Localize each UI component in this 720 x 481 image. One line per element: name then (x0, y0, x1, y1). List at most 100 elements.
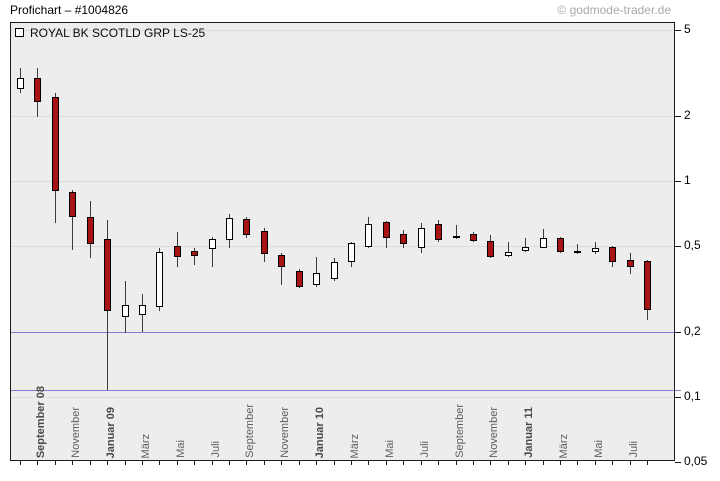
x-axis-tick-Jul-11 (630, 461, 631, 465)
x-axis-tick-Feb-09 (125, 461, 126, 465)
x-axis-label-Juli: Juli (419, 441, 431, 458)
x-axis-tick-Dez-08 (90, 461, 91, 465)
x-axis-tick-Aug-09 (229, 461, 230, 465)
candle-body-Mai-09 (174, 246, 181, 257)
candle-body-Jul-10 (418, 228, 425, 248)
x-axis-tick-Mär-10 (351, 461, 352, 465)
y-axis-label-1: 1 (684, 173, 691, 187)
x-axis-tick-Nov-10 (490, 461, 491, 465)
candle-body-Okt-09 (261, 231, 268, 254)
x-axis-label-Mai: Mai (593, 440, 605, 458)
x-axis-label-März: März (349, 433, 361, 458)
candle-wick-Sep-10 (456, 225, 457, 239)
y-axis-tick-2 (675, 116, 681, 117)
x-axis-label-März: März (140, 433, 152, 458)
x-axis-tick-Dez-09 (299, 461, 300, 465)
x-axis-tick-Feb-11 (543, 461, 544, 465)
y-axis-tick-1 (675, 181, 681, 182)
x-axis-tick-Apr-10 (368, 461, 369, 465)
x-axis-tick-Okt-09 (264, 461, 265, 465)
y-axis-label-5: 5 (684, 22, 691, 36)
x-axis-tick-Nov-08 (72, 461, 73, 465)
candle-wick-Jun-09 (194, 248, 195, 265)
candle-body-Mär-11 (557, 238, 564, 252)
candle-body-Apr-10 (365, 224, 372, 247)
gridline-0_5 (11, 246, 674, 247)
x-axis-tick-Okt-10 (473, 461, 474, 465)
x-axis-tick-Nov-09 (281, 461, 282, 465)
candle-body-Nov-08 (69, 192, 76, 217)
support-line-tick-2 (675, 390, 681, 391)
candle-body-Aug-10 (435, 224, 442, 240)
candle-body-Mai-11 (592, 248, 599, 252)
candle-body-Aug-08 (17, 78, 24, 89)
candle-body-Okt-08 (52, 97, 59, 191)
x-axis-tick-Apr-11 (577, 461, 578, 465)
y-axis-tick-0_2 (675, 332, 681, 333)
candle-wick-Nov-08 (72, 190, 73, 250)
candle-body-Aug-11 (644, 261, 651, 310)
candle-body-Jan-11 (522, 247, 529, 251)
candle-body-Aug-09 (226, 218, 233, 240)
candle-body-Jun-10 (400, 234, 407, 244)
x-axis-tick-Aug-11 (647, 461, 648, 465)
gridline-0_1 (11, 397, 674, 398)
x-axis-tick-Jun-10 (403, 461, 404, 465)
x-axis-tick-Dez-10 (508, 461, 509, 465)
series-checkbox[interactable] (15, 28, 24, 37)
candle-body-Nov-09 (278, 255, 285, 267)
x-axis-label-Januar-10: Januar 10 (314, 406, 326, 458)
x-axis-tick-Feb-10 (334, 461, 335, 465)
gridline-5 (11, 30, 674, 31)
x-axis-tick-Sep-09 (246, 461, 247, 465)
candle-body-Dez-08 (87, 217, 94, 244)
x-axis-tick-Jun-11 (612, 461, 613, 465)
x-axis-tick-Mär-09 (142, 461, 143, 465)
candle-body-Jan-10 (313, 273, 320, 285)
candle-body-Jul-09 (209, 239, 216, 249)
x-axis-tick-Aug-08 (20, 461, 21, 465)
candle-wick-Jan-11 (525, 238, 526, 252)
y-axis-tick-0_05 (675, 462, 681, 463)
candle-body-Mär-09 (139, 305, 146, 315)
x-axis-label-Januar-11: Januar 11 (523, 407, 535, 458)
x-axis-tick-Jul-10 (421, 461, 422, 465)
watermark: © godmode-trader.de (557, 3, 671, 17)
x-axis-label-Mai: Mai (384, 440, 396, 458)
y-axis-label-0_1: 0,1 (684, 389, 701, 403)
y-axis-label-2: 2 (684, 108, 691, 122)
y-axis-tick-0_5 (675, 246, 681, 247)
x-axis-label-November: November (279, 407, 291, 458)
candle-body-Nov-10 (487, 241, 494, 257)
x-axis-label-März: März (558, 433, 570, 458)
x-axis-label-November: November (488, 407, 500, 458)
candle-body-Jun-09 (191, 251, 198, 256)
chart-canvas: September 08 November Januar 09 März Mai Juli… (11, 23, 674, 460)
y-axis-tick-5 (675, 30, 681, 31)
x-axis-tick-Jul-09 (212, 461, 213, 465)
candle-body-Dez-09 (296, 271, 303, 287)
candle-body-Apr-09 (156, 252, 163, 307)
x-axis-label-September-08: September 08 (35, 385, 47, 458)
candle-body-Sep-10 (453, 236, 460, 238)
chart-plot-area: September 08 November Januar 09 März Mai Juli… (10, 22, 675, 461)
y-axis-tick-0_1 (675, 397, 681, 398)
x-axis-label-September: September (244, 404, 256, 458)
x-axis-tick-Mär-11 (560, 461, 561, 465)
gridline-1 (11, 181, 674, 182)
candle-wick-Nov-09 (281, 253, 282, 285)
x-axis-tick-Jan-10 (316, 461, 317, 465)
x-axis-tick-Mai-10 (386, 461, 387, 465)
candle-wick-Apr-11 (577, 244, 578, 254)
x-axis-tick-Sep-10 (456, 461, 457, 465)
candle-body-Mai-10 (383, 222, 390, 238)
x-axis-tick-Jun-09 (194, 461, 195, 465)
x-axis-tick-Jan-11 (525, 461, 526, 465)
candle-body-Feb-09 (122, 305, 129, 317)
x-axis-tick-Apr-09 (159, 461, 160, 465)
x-axis-label-November: November (70, 407, 82, 458)
candle-body-Sep-09 (243, 219, 250, 235)
x-axis-label-Juli: Juli (628, 441, 640, 458)
x-axis-tick-Okt-08 (55, 461, 56, 465)
